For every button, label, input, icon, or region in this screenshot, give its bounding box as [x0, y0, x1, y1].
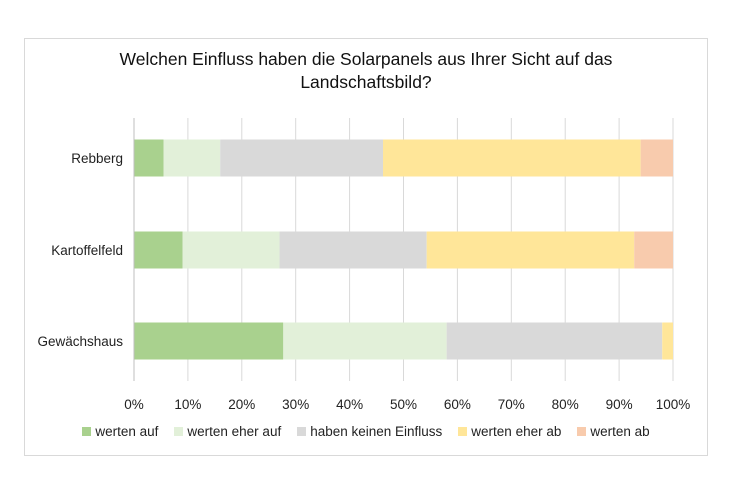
bar-segment — [279, 231, 427, 269]
x-tick-label: 10% — [174, 397, 201, 412]
bar-segment — [634, 231, 673, 269]
bar-segment — [283, 322, 447, 360]
bar-segment — [134, 322, 284, 360]
x-tick-label: 40% — [336, 397, 363, 412]
legend-label: haben keinen Einfluss — [310, 424, 443, 439]
legend-label: werten ab — [590, 424, 650, 439]
legend-swatch — [458, 427, 468, 436]
bar-segment — [134, 231, 183, 269]
legend-label: werten auf — [95, 424, 159, 439]
x-tick-label: 50% — [390, 397, 417, 412]
x-tick-label: 100% — [656, 397, 691, 412]
bar-segment — [446, 322, 663, 360]
legend-item: werten eher auf — [174, 424, 281, 439]
x-tick-label: 20% — [228, 397, 255, 412]
legend-swatch — [577, 427, 587, 436]
legend-swatch — [82, 427, 92, 436]
x-tick-label: 80% — [552, 397, 579, 412]
legend-item: werten ab — [577, 424, 650, 439]
chart-title-line-2: Landschaftsbild? — [300, 72, 432, 92]
bar-segment — [134, 139, 164, 177]
legend-label: werten eher auf — [187, 424, 282, 439]
legend-item: haben keinen Einfluss — [297, 424, 442, 439]
legend-item: werten auf — [82, 424, 158, 439]
legend-item: werten eher ab — [458, 424, 561, 439]
bar-segment — [426, 231, 635, 269]
chart-title: Welchen Einfluss haben die Solarpanels a… — [24, 48, 708, 94]
chart-title-line-1: Welchen Einfluss haben die Solarpanels a… — [119, 49, 613, 69]
bar-segment — [640, 139, 673, 177]
bar-segment — [182, 231, 280, 269]
legend-label: werten eher ab — [471, 424, 562, 439]
bar-segment — [220, 139, 384, 177]
bar-segment — [662, 322, 673, 360]
category-label: Rebberg — [71, 151, 123, 166]
chart-legend: werten auf werten eher auf haben keinen Ei… — [24, 424, 708, 439]
category-label: Kartoffelfeld — [51, 243, 123, 258]
x-tick-label: 90% — [606, 397, 633, 412]
x-tick-label: 30% — [282, 397, 309, 412]
category-label: Gewächshaus — [37, 334, 123, 349]
legend-swatch — [174, 427, 184, 436]
x-tick-label: 70% — [498, 397, 525, 412]
x-tick-label: 0% — [124, 397, 144, 412]
bar-segment — [383, 139, 641, 177]
bar-segment — [163, 139, 221, 177]
legend-swatch — [297, 427, 307, 436]
x-tick-label: 60% — [444, 397, 471, 412]
